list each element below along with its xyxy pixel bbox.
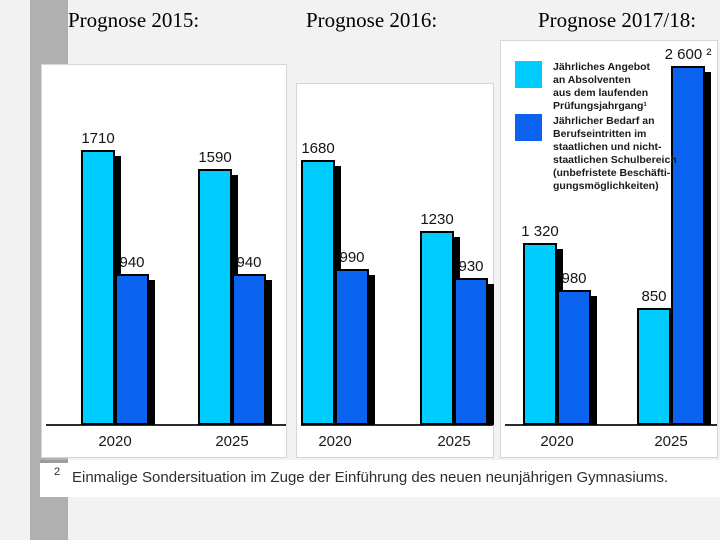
x-axis-tick-label: 2025 (215, 433, 249, 450)
bar-value-label: 1 320 (521, 223, 559, 240)
bar-value-label: 1590 (198, 149, 232, 166)
bar-supply (637, 308, 671, 425)
bar-value-label: 1680 (301, 140, 335, 157)
legend-swatch-demand (515, 114, 542, 141)
bar-value-label: 1230 (420, 211, 454, 228)
footnote: 2 Einmalige Sondersituation im Zuge der … (40, 460, 720, 497)
bar-demand (232, 274, 266, 425)
legend-label-supply: Jährliches Angebot an Absolventen aus de… (553, 61, 651, 112)
bar-value-label: 930 (458, 258, 484, 275)
x-axis-tick-label: 2025 (654, 433, 688, 450)
chart1-plot-area: 1710 940 2020 1590 940 2025 (42, 65, 286, 457)
chart2-title: Prognose 2016: (306, 8, 438, 32)
bar-supply (81, 150, 115, 425)
chart2-panel: 1680 990 2020 1230 930 2025 (296, 83, 494, 458)
legend-swatch-supply (515, 61, 542, 88)
chart3-plot-area: Jährliches Angebot an Absolventen aus de… (501, 41, 717, 457)
bar-value-label: 940 (119, 254, 145, 271)
bar-value-label: 980 (561, 270, 587, 287)
chart2-plot-area: 1680 990 2020 1230 930 2025 (297, 84, 494, 457)
bar-demand (671, 66, 705, 425)
x-axis-tick-label: 2020 (98, 433, 132, 450)
chart3-panel: Jährliches Angebot an Absolventen aus de… (500, 40, 718, 458)
chart2-x-axis-line (301, 424, 493, 426)
footnote-text: Einmalige Sondersituation im Zuge der Ei… (72, 469, 669, 486)
bar-demand (454, 278, 488, 425)
x-axis-tick-label: 2020 (540, 433, 574, 450)
bar-value-label: 1710 (81, 130, 115, 147)
x-axis-tick-label: 2020 (318, 433, 352, 450)
bar-value-label: 940 (236, 254, 262, 271)
chart1-x-axis-line (46, 424, 286, 426)
bar-value-label: 2 600 ² (664, 46, 712, 63)
footnote-divider (40, 460, 68, 463)
chart1-title: Prognose 2015: (68, 8, 200, 32)
chart1-panel: 1710 940 2020 1590 940 2025 (41, 64, 287, 458)
chart3-x-axis-line (505, 424, 717, 426)
bar-demand (557, 290, 591, 425)
footnote-superscript: 2 (54, 466, 61, 478)
bar-supply (420, 231, 454, 425)
legend-label-demand: Jährlicher Bedarf an Berufseintritten im… (553, 115, 677, 192)
bar-supply (301, 160, 335, 425)
bar-demand (335, 269, 369, 425)
chart3-title: Prognose 2017/18: (538, 8, 697, 32)
bar-supply (198, 169, 232, 425)
bar-value-label: 850 (641, 288, 667, 305)
bar-supply (523, 243, 557, 425)
x-axis-tick-label: 2025 (437, 433, 471, 450)
bar-demand (115, 274, 149, 425)
bar-value-label: 990 (339, 249, 365, 266)
